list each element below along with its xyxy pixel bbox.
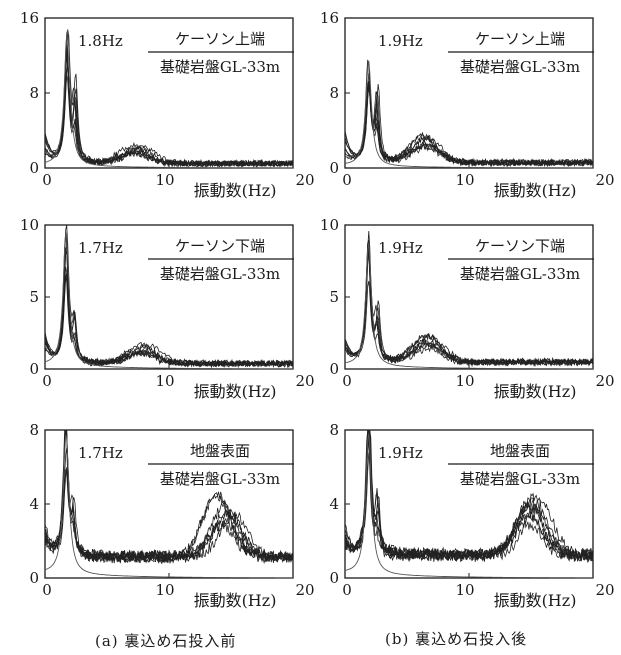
y-tick-label: 0 bbox=[29, 360, 39, 378]
y-tick-label: 0 bbox=[329, 360, 339, 378]
theory-line bbox=[44, 434, 293, 579]
x-tick-label: 0 bbox=[342, 171, 352, 189]
series-line bbox=[44, 429, 294, 564]
series-line bbox=[344, 429, 594, 562]
peak-frequency-label: 1.9Hz bbox=[378, 444, 423, 462]
x-axis-title: 振動数(Hz) bbox=[494, 181, 577, 200]
x-tick-label: 20 bbox=[295, 581, 314, 599]
x-axis-title: 振動数(Hz) bbox=[494, 591, 577, 610]
ratio-numerator-label: 地盤表面 bbox=[490, 442, 550, 460]
x-tick-label: 0 bbox=[42, 372, 52, 390]
y-tick-label: 0 bbox=[329, 569, 339, 587]
series-group bbox=[344, 59, 594, 169]
series-line bbox=[344, 247, 594, 367]
y-tick-label: 5 bbox=[329, 288, 339, 306]
y-tick-label: 16 bbox=[20, 9, 39, 27]
series-line bbox=[44, 429, 294, 564]
y-tick-label: 0 bbox=[29, 569, 39, 587]
theory-line bbox=[344, 243, 593, 370]
ratio-denominator-label: 基礎岩盤GL-33m bbox=[160, 58, 280, 76]
y-tick-label: 5 bbox=[29, 288, 39, 306]
ratio-numerator-label: ケーソン上端 bbox=[475, 30, 565, 48]
series-line bbox=[44, 34, 294, 168]
x-tick-label: 0 bbox=[42, 581, 52, 599]
series-line bbox=[344, 429, 594, 562]
series-line bbox=[44, 276, 294, 369]
y-tick-label: 16 bbox=[320, 9, 339, 27]
x-tick-label: 0 bbox=[342, 581, 352, 599]
series-group bbox=[44, 224, 294, 370]
ratio-numerator-label: ケーソン下端 bbox=[175, 237, 265, 255]
x-tick-label: 20 bbox=[295, 171, 314, 189]
ratio-denominator-label: 基礎岩盤GL-33m bbox=[460, 470, 580, 488]
peak-frequency-label: 1.7Hz bbox=[78, 239, 123, 257]
theory-line bbox=[344, 60, 593, 169]
y-tick-label: 10 bbox=[320, 216, 339, 234]
x-tick-label: 0 bbox=[342, 372, 352, 390]
x-tick-label: 10 bbox=[455, 171, 474, 189]
theory-line bbox=[344, 433, 593, 579]
x-tick-label: 0 bbox=[42, 171, 52, 189]
ratio-numerator-label: 地盤表面 bbox=[190, 442, 250, 460]
peak-frequency-label: 1.8Hz bbox=[78, 32, 123, 50]
x-axis-title: 振動数(Hz) bbox=[194, 181, 277, 200]
series-group bbox=[44, 29, 294, 169]
x-tick-label: 10 bbox=[455, 581, 474, 599]
x-axis-title: 振動数(Hz) bbox=[194, 382, 277, 401]
caption-a: (a) 裏込め石投入前 bbox=[95, 632, 237, 650]
series-line bbox=[44, 46, 293, 168]
series-line bbox=[344, 82, 594, 168]
peak-frequency-label: 1.9Hz bbox=[378, 239, 423, 257]
x-tick-label: 20 bbox=[595, 171, 614, 189]
y-tick-label: 4 bbox=[329, 495, 339, 513]
theory-line bbox=[44, 30, 293, 169]
y-tick-label: 8 bbox=[329, 421, 339, 439]
series-line bbox=[344, 73, 594, 168]
series-line bbox=[44, 274, 294, 368]
series-line bbox=[44, 247, 294, 368]
series-group bbox=[344, 429, 594, 579]
x-tick-label: 10 bbox=[155, 372, 174, 390]
x-tick-label: 10 bbox=[155, 581, 174, 599]
series-line bbox=[344, 251, 594, 367]
y-tick-label: 8 bbox=[29, 84, 39, 102]
theory-line bbox=[44, 232, 293, 370]
ratio-denominator-label: 基礎岩盤GL-33m bbox=[160, 470, 280, 488]
y-tick-label: 4 bbox=[29, 495, 39, 513]
series-line bbox=[44, 273, 294, 368]
ratio-numerator-label: ケーソン下端 bbox=[475, 237, 565, 255]
caption-b: (b) 裏込め石投入後 bbox=[385, 630, 528, 648]
y-tick-label: 0 bbox=[29, 159, 39, 177]
ratio-denominator-label: 基礎岩盤GL-33m bbox=[460, 58, 580, 76]
ratio-denominator-label: 基礎岩盤GL-33m bbox=[460, 265, 580, 283]
ratio-numerator-label: ケーソン上端 bbox=[175, 30, 265, 48]
y-tick-label: 8 bbox=[29, 421, 39, 439]
x-tick-label: 20 bbox=[595, 581, 614, 599]
x-axis-title: 振動数(Hz) bbox=[494, 382, 577, 401]
y-tick-label: 10 bbox=[20, 216, 39, 234]
x-tick-label: 20 bbox=[295, 372, 314, 390]
x-tick-label: 10 bbox=[455, 372, 474, 390]
x-axis-title: 振動数(Hz) bbox=[194, 591, 277, 610]
x-tick-label: 20 bbox=[595, 372, 614, 390]
y-tick-label: 8 bbox=[329, 84, 339, 102]
peak-frequency-label: 1.7Hz bbox=[78, 444, 123, 462]
ratio-denominator-label: 基礎岩盤GL-33m bbox=[160, 265, 280, 283]
y-tick-label: 0 bbox=[329, 159, 339, 177]
series-group bbox=[344, 230, 594, 370]
series-group bbox=[44, 429, 294, 579]
peak-frequency-label: 1.9Hz bbox=[378, 32, 423, 50]
series-line bbox=[44, 29, 294, 168]
series-line bbox=[344, 452, 594, 562]
x-tick-label: 10 bbox=[155, 171, 174, 189]
